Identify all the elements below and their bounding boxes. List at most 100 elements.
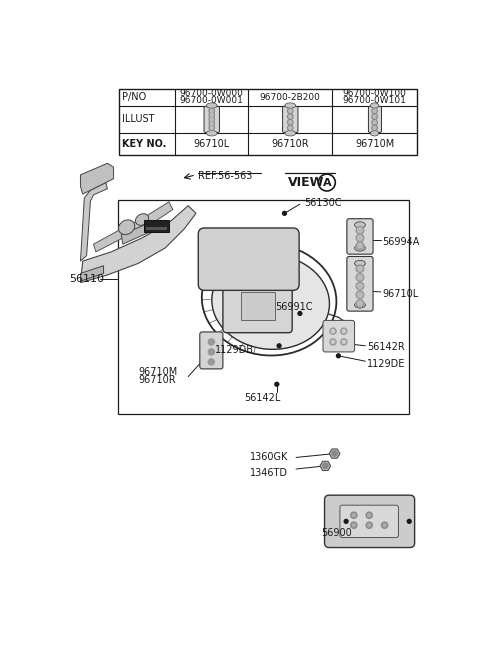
FancyBboxPatch shape [223,279,292,333]
Text: 96700-0W001: 96700-0W001 [180,96,244,105]
Circle shape [358,267,362,271]
Ellipse shape [355,260,365,267]
Ellipse shape [206,103,217,108]
Circle shape [358,301,362,306]
Text: VIEW: VIEW [288,176,325,189]
Polygon shape [81,163,114,194]
Circle shape [341,339,347,345]
Circle shape [372,125,377,130]
Circle shape [288,120,293,125]
Text: 56994A: 56994A [382,237,420,247]
Circle shape [332,329,335,333]
Polygon shape [81,266,104,281]
FancyBboxPatch shape [323,320,355,352]
Circle shape [289,121,292,124]
Ellipse shape [371,103,379,108]
Polygon shape [320,461,331,470]
Circle shape [210,118,213,121]
Text: 96700-0W100: 96700-0W100 [343,88,407,98]
Circle shape [366,512,372,518]
Circle shape [373,115,376,118]
Circle shape [288,108,293,113]
Circle shape [288,114,293,119]
Circle shape [356,274,364,281]
Polygon shape [81,183,108,261]
Text: 96710L: 96710L [193,139,230,149]
Circle shape [358,293,362,297]
Text: 56142L: 56142L [244,393,281,403]
FancyBboxPatch shape [198,228,299,290]
Ellipse shape [285,130,296,136]
Ellipse shape [371,130,379,136]
Circle shape [209,121,215,126]
Text: 96700-2B200: 96700-2B200 [260,92,321,102]
Text: 56130C: 56130C [304,198,341,208]
Ellipse shape [206,130,217,136]
Circle shape [342,329,345,333]
Circle shape [372,120,377,125]
Circle shape [289,126,292,130]
Text: 96700-0W101: 96700-0W101 [343,96,407,105]
Circle shape [277,344,281,348]
Circle shape [341,328,347,334]
Bar [119,88,417,155]
Circle shape [356,299,364,307]
Text: 96710M: 96710M [355,139,394,149]
Circle shape [209,113,215,118]
Circle shape [209,125,215,130]
Circle shape [358,284,362,288]
Circle shape [358,244,362,248]
Circle shape [210,113,213,117]
Text: KEY NO.: KEY NO. [122,139,167,149]
Circle shape [344,519,348,523]
Text: 56142R: 56142R [367,341,405,352]
Text: P/NO: P/NO [122,92,146,102]
Circle shape [210,109,213,113]
Circle shape [382,522,388,529]
Circle shape [323,463,328,468]
Circle shape [336,341,340,345]
Circle shape [368,523,371,527]
Ellipse shape [119,220,135,234]
Circle shape [368,514,371,517]
Ellipse shape [355,245,365,251]
Text: 1129DB: 1129DB [215,345,254,354]
FancyBboxPatch shape [340,505,398,538]
Circle shape [209,117,215,122]
Circle shape [283,212,287,215]
Circle shape [356,265,364,272]
Text: 56110: 56110 [69,274,104,284]
Polygon shape [81,206,196,283]
Text: 56900: 56900 [322,528,352,538]
Polygon shape [329,449,340,458]
Circle shape [351,512,357,518]
Circle shape [373,121,376,124]
FancyBboxPatch shape [369,106,382,132]
FancyBboxPatch shape [200,332,223,369]
Text: 1360GK: 1360GK [250,453,288,462]
FancyBboxPatch shape [204,106,219,132]
Polygon shape [121,221,157,244]
Circle shape [210,126,213,130]
Circle shape [351,522,357,529]
Text: REF.56-563: REF.56-563 [198,172,252,181]
Bar [146,227,168,231]
Circle shape [210,122,213,125]
Circle shape [383,523,386,527]
Text: 56991C: 56991C [275,303,313,312]
Text: 1129DE: 1129DE [367,358,405,369]
Circle shape [288,125,293,130]
Circle shape [330,328,336,334]
Circle shape [358,275,362,280]
FancyBboxPatch shape [347,219,373,254]
Ellipse shape [135,214,149,225]
FancyBboxPatch shape [347,257,373,311]
Circle shape [352,514,355,517]
Circle shape [373,109,376,113]
Ellipse shape [285,103,296,108]
Circle shape [356,227,364,234]
Text: 96700-0W000: 96700-0W000 [180,88,244,98]
Circle shape [332,341,335,343]
Text: 96710R: 96710R [272,139,309,149]
Circle shape [356,242,364,250]
